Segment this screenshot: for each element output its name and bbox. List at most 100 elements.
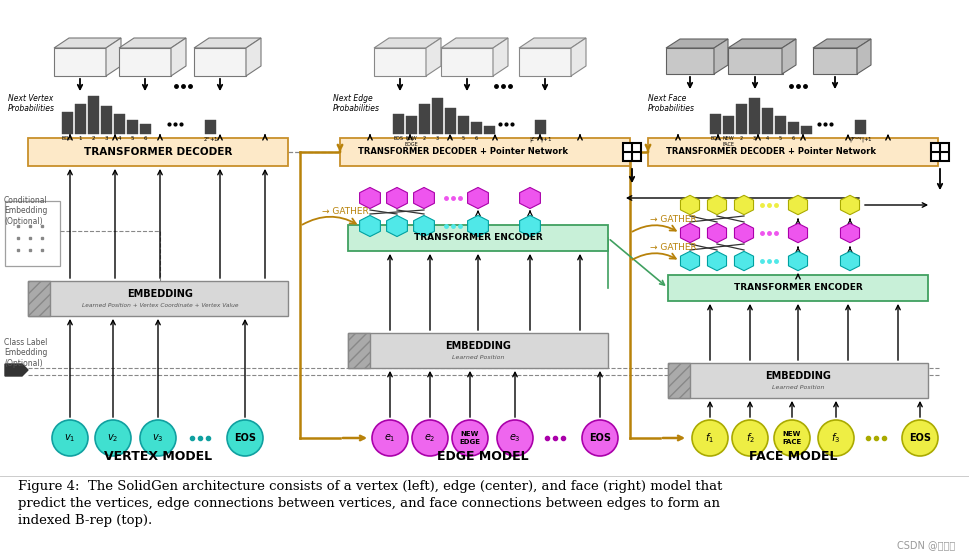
FancyBboxPatch shape xyxy=(348,225,608,251)
FancyBboxPatch shape xyxy=(812,48,857,74)
Circle shape xyxy=(901,420,937,456)
Circle shape xyxy=(496,420,532,456)
FancyBboxPatch shape xyxy=(114,114,125,134)
FancyBboxPatch shape xyxy=(75,104,86,134)
FancyBboxPatch shape xyxy=(0,476,969,556)
FancyBboxPatch shape xyxy=(419,104,429,134)
Text: Learned Position: Learned Position xyxy=(771,385,824,390)
FancyBboxPatch shape xyxy=(709,114,720,134)
Polygon shape xyxy=(680,224,699,242)
Polygon shape xyxy=(246,38,261,76)
Text: EOS: EOS xyxy=(709,136,720,141)
Polygon shape xyxy=(788,251,807,271)
Polygon shape xyxy=(706,224,726,242)
Text: 4: 4 xyxy=(766,136,768,141)
FancyBboxPatch shape xyxy=(774,116,785,134)
Text: 5: 5 xyxy=(461,136,464,141)
Text: → GATHER: → GATHER xyxy=(322,207,368,216)
Text: EMBEDDING: EMBEDDING xyxy=(765,371,830,381)
Polygon shape xyxy=(519,215,540,236)
Text: NEW
FACE: NEW FACE xyxy=(782,431,800,444)
Text: CSDN @幽疯默: CSDN @幽疯默 xyxy=(895,540,954,550)
Polygon shape xyxy=(374,38,441,48)
Text: 4: 4 xyxy=(117,136,121,141)
FancyBboxPatch shape xyxy=(28,281,50,316)
FancyBboxPatch shape xyxy=(854,120,865,134)
Circle shape xyxy=(691,420,728,456)
Text: $v_1$: $v_1$ xyxy=(64,432,76,444)
Circle shape xyxy=(227,420,263,456)
Text: VERTEX MODEL: VERTEX MODEL xyxy=(104,450,212,463)
Text: 2: 2 xyxy=(92,136,95,141)
Circle shape xyxy=(95,420,131,456)
Polygon shape xyxy=(781,39,796,74)
FancyBboxPatch shape xyxy=(762,108,772,134)
FancyBboxPatch shape xyxy=(431,98,443,134)
FancyBboxPatch shape xyxy=(445,108,455,134)
Text: 3: 3 xyxy=(105,136,109,141)
Text: EOS: EOS xyxy=(393,136,403,141)
FancyBboxPatch shape xyxy=(748,98,760,134)
Text: Conditional
Embedding
(Optional): Conditional Embedding (Optional) xyxy=(4,196,47,226)
Polygon shape xyxy=(519,187,540,208)
Polygon shape xyxy=(359,187,380,208)
Text: EOS: EOS xyxy=(908,433,930,443)
FancyBboxPatch shape xyxy=(127,120,138,134)
Text: EMBEDDING: EMBEDDING xyxy=(127,289,193,299)
FancyBboxPatch shape xyxy=(787,122,798,134)
Text: → GATHER: → GATHER xyxy=(649,215,696,224)
Text: Class Label
Embedding
(Optional): Class Label Embedding (Optional) xyxy=(4,338,47,368)
Text: FACE MODEL: FACE MODEL xyxy=(748,450,837,463)
Polygon shape xyxy=(413,215,434,236)
FancyBboxPatch shape xyxy=(668,363,927,398)
Text: $f_3$: $f_3$ xyxy=(830,431,840,445)
Polygon shape xyxy=(680,251,699,271)
Text: 5: 5 xyxy=(131,136,134,141)
Polygon shape xyxy=(425,38,441,76)
Circle shape xyxy=(817,420,853,456)
FancyBboxPatch shape xyxy=(647,138,937,166)
Polygon shape xyxy=(839,195,859,215)
Circle shape xyxy=(773,420,809,456)
Text: $|\mathcal{F}^{seq}|$+1: $|\mathcal{F}^{seq}|$+1 xyxy=(848,136,872,145)
FancyBboxPatch shape xyxy=(374,48,425,76)
Text: Next Edge
Probabilities: Next Edge Probabilities xyxy=(332,94,380,113)
FancyBboxPatch shape xyxy=(666,48,713,74)
Polygon shape xyxy=(666,39,728,48)
Polygon shape xyxy=(5,364,28,376)
FancyBboxPatch shape xyxy=(140,124,151,134)
FancyBboxPatch shape xyxy=(54,48,106,76)
Text: NEW
EDGE: NEW EDGE xyxy=(404,136,418,147)
Text: TRANSFORMER ENCODER: TRANSFORMER ENCODER xyxy=(413,234,542,242)
FancyBboxPatch shape xyxy=(484,126,494,134)
Text: Learned Position: Learned Position xyxy=(452,355,504,360)
Text: EOS: EOS xyxy=(588,433,610,443)
FancyBboxPatch shape xyxy=(535,120,546,134)
Polygon shape xyxy=(812,39,870,48)
FancyBboxPatch shape xyxy=(194,48,246,76)
Circle shape xyxy=(732,420,767,456)
Polygon shape xyxy=(387,187,407,208)
FancyBboxPatch shape xyxy=(348,333,369,368)
Text: → GATHER: → GATHER xyxy=(649,242,696,251)
Polygon shape xyxy=(387,215,407,236)
Text: Learned Position + Vertex Coordinate + Vertex Value: Learned Position + Vertex Coordinate + V… xyxy=(81,303,238,308)
FancyBboxPatch shape xyxy=(518,48,571,76)
Text: Next Vertex
Probabilities: Next Vertex Probabilities xyxy=(8,94,55,113)
Polygon shape xyxy=(106,38,121,76)
Text: TRANSFORMER DECODER + Pointer Network: TRANSFORMER DECODER + Pointer Network xyxy=(666,147,875,156)
FancyBboxPatch shape xyxy=(28,281,288,316)
Text: 6: 6 xyxy=(475,136,478,141)
FancyBboxPatch shape xyxy=(668,275,927,301)
FancyBboxPatch shape xyxy=(119,48,171,76)
Text: $f_2$: $f_2$ xyxy=(745,431,754,445)
Text: $f_1$: $f_1$ xyxy=(704,431,714,445)
Text: $2^n$+1: $2^n$+1 xyxy=(203,136,219,144)
Text: 2: 2 xyxy=(422,136,425,141)
Text: indexed B-rep (top).: indexed B-rep (top). xyxy=(18,514,152,527)
FancyBboxPatch shape xyxy=(340,138,629,166)
Circle shape xyxy=(372,420,408,456)
Text: 2: 2 xyxy=(739,136,742,141)
FancyBboxPatch shape xyxy=(735,104,746,134)
Circle shape xyxy=(581,420,617,456)
